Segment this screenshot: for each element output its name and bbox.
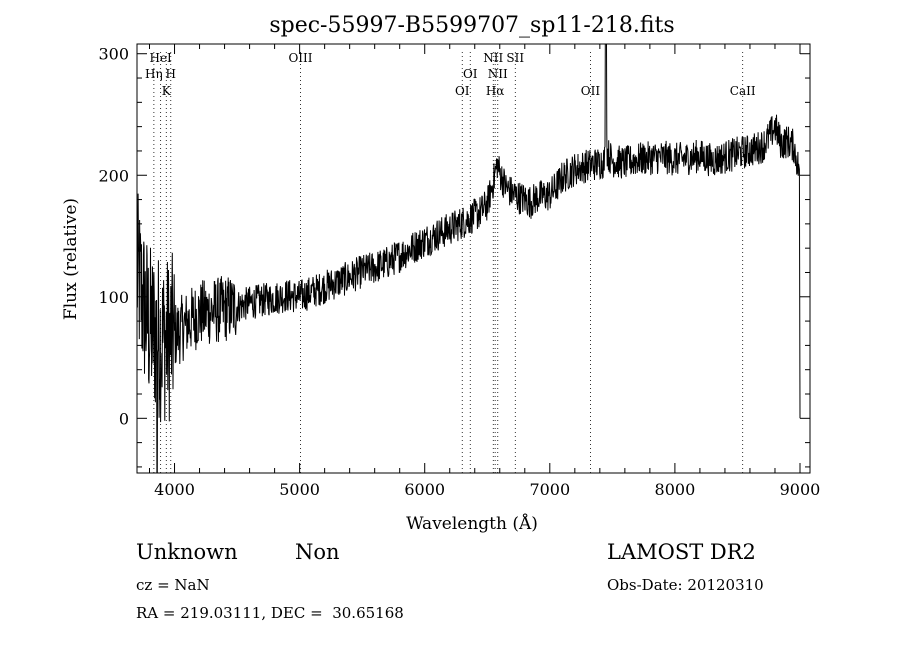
y-axis: 0 100 200 300 [98, 45, 810, 468]
emission-line-label: Hα [486, 84, 505, 98]
x-tick-label: 4000 [154, 480, 195, 499]
emission-line-label: OI [463, 67, 478, 81]
spectral-subclass: Non [295, 540, 340, 564]
plot-frame [136, 43, 811, 474]
emission-line-label: OIII [288, 51, 312, 65]
y-tick-label: 100 [98, 288, 129, 307]
x-axis-label: Wavelength (Å) [406, 513, 538, 534]
observation-date: Obs-Date: 20120310 [607, 576, 764, 594]
coordinates: RA = 219.03111, DEC = 30.65168 [136, 604, 404, 622]
emission-line-label: K [162, 84, 172, 98]
x-tick-label: 8000 [655, 480, 696, 499]
x-tick-label: 6000 [404, 480, 445, 499]
x-tick-label: 5000 [279, 480, 320, 499]
chart-title: spec-55997-B5599707_sp11-218.fits [269, 13, 674, 38]
emission-line-label: HeI [149, 51, 172, 65]
spectral-class: Unknown [136, 540, 238, 564]
y-tick-label: 0 [119, 409, 129, 428]
emission-line-label: OI [455, 84, 470, 98]
emission-line-label: CaII [730, 84, 756, 98]
survey-name: LAMOST DR2 [607, 540, 756, 564]
x-axis: 4000 5000 6000 7000 8000 9000 [149, 44, 821, 499]
y-tick-label: 200 [98, 166, 129, 185]
emission-line-labels: HeI Hη HK OIII OI OI NII NII Hα SII OII CaII [145, 51, 756, 98]
emission-line-label: SII [506, 51, 524, 65]
y-axis-label: Flux (relative) [61, 198, 81, 320]
y-tick-label: 300 [98, 45, 129, 64]
emission-line-markers [153, 52, 744, 473]
emission-line-label: NII [483, 51, 503, 65]
x-tick-label: 9000 [780, 480, 821, 499]
emission-line-label: NII [488, 67, 508, 81]
emission-line-label: H [166, 67, 176, 81]
x-tick-label: 7000 [529, 480, 570, 499]
emission-line-label: OII [581, 84, 601, 98]
spectrum-line [136, 43, 801, 474]
emission-line-label: Hη [145, 67, 163, 81]
redshift-value: cz = NaN [136, 576, 210, 594]
